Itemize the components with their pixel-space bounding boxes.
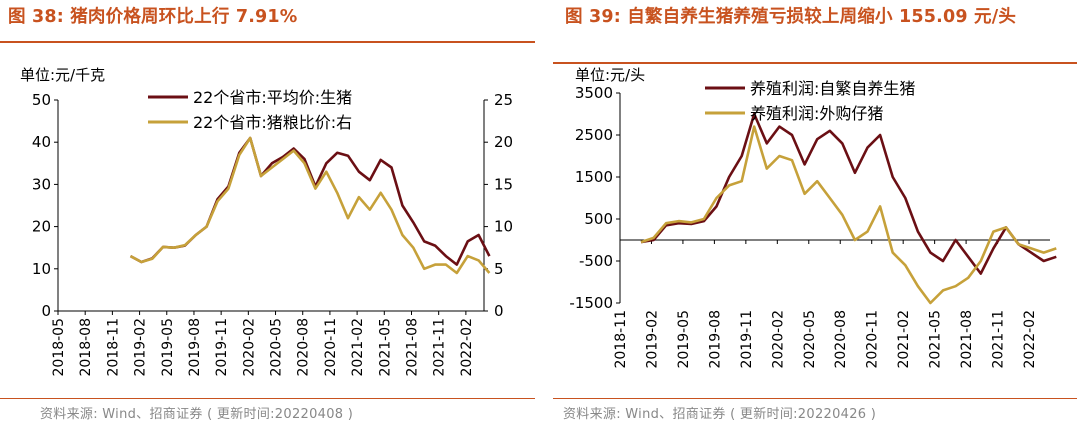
chart-panel-pork-price: 图 38: 猪肉价格周环比上行 7.91% 单位:元/千克 0 10 20 30 40 50… bbox=[0, 0, 535, 440]
x-tick-label: 2019-05 bbox=[676, 310, 692, 369]
title-divider bbox=[0, 41, 535, 43]
y-tick-label-left: 10 bbox=[32, 260, 51, 278]
x-tick-label: 2021-08 bbox=[959, 310, 975, 369]
x-tick-label: 2020-08 bbox=[296, 318, 312, 377]
chart-panel-hog-profit: 图 39: 自繁自养生猪养殖亏损较上周缩小 155.09 元/头 单位:元/头 -… bbox=[545, 0, 1077, 440]
unit-label: 单位:元/头 bbox=[575, 66, 645, 84]
y-tick-label-left: 20 bbox=[32, 218, 51, 236]
x-tick-label: 2021-05 bbox=[377, 318, 393, 377]
y-tick-label-right: 10 bbox=[494, 218, 513, 236]
source-note: 资料来源: Wind、招商证券 ( 更新时间:20220408 ) bbox=[40, 407, 354, 422]
x-tick-label: 2022-02 bbox=[1022, 310, 1038, 369]
y-tick-label-left: 3500 bbox=[575, 84, 613, 102]
x-tick-label: 2020-11 bbox=[323, 318, 339, 377]
x-tick-label: 2019-11 bbox=[214, 318, 230, 377]
x-tick-label: 2018-11 bbox=[105, 318, 121, 377]
x-tick-label: 2020-02 bbox=[241, 318, 257, 377]
y-tick-label-left: 2500 bbox=[575, 126, 613, 144]
title-divider bbox=[553, 62, 1077, 64]
x-tick-label: 2018-11 bbox=[613, 310, 629, 369]
legend-label-1: 22个省市:平均价:生猪 bbox=[193, 88, 352, 107]
x-tick-label: 2020-05 bbox=[269, 318, 285, 377]
source-divider bbox=[553, 398, 1077, 399]
y-tick-label-right: 25 bbox=[494, 91, 513, 109]
y-tick-label-left: 0 bbox=[41, 302, 51, 320]
y-tick-label-right: 5 bbox=[494, 260, 504, 278]
x-tick-label: 2021-02 bbox=[350, 318, 366, 377]
chart-title: 图 39: 自繁自养生猪养殖亏损较上周缩小 155.09 元/头 bbox=[565, 7, 1017, 27]
x-tick-label: 2022-02 bbox=[459, 318, 475, 377]
x-tick-label: 2019-05 bbox=[160, 318, 176, 377]
legend-label-1: 养殖利润:自繁自养生猪 bbox=[750, 79, 915, 98]
y-tick-label-left: 30 bbox=[32, 175, 51, 193]
line-chart-hog-profit: 单位:元/头 -1500 -500 500 1500 2500 3500 2018-11 201… bbox=[569, 66, 1057, 369]
x-tick-label: 2021-11 bbox=[991, 310, 1007, 369]
legend-label-2: 养殖利润:外购仔猪 bbox=[750, 104, 883, 123]
x-tick-label: 2021-08 bbox=[404, 318, 420, 377]
y-tick-label-left: 40 bbox=[32, 133, 51, 151]
y-tick-label-right: 0 bbox=[494, 302, 504, 320]
y-tick-label-left: 500 bbox=[584, 210, 613, 228]
x-tick-label: 2019-02 bbox=[644, 310, 660, 369]
x-tick-label: 2019-11 bbox=[739, 310, 755, 369]
series-line-2 bbox=[640, 125, 1057, 305]
chart-title: 图 38: 猪肉价格周环比上行 7.91% bbox=[8, 7, 298, 27]
x-tick-label: 2020-02 bbox=[770, 310, 786, 369]
y-tick-label-left: 50 bbox=[32, 91, 51, 109]
x-tick-label: 2019-08 bbox=[707, 310, 723, 369]
x-tick-label: 2018-08 bbox=[78, 318, 94, 377]
series-line-1 bbox=[640, 112, 1057, 275]
x-tick-label: 2019-08 bbox=[187, 318, 203, 377]
x-tick-label: 2020-08 bbox=[833, 310, 849, 369]
x-tick-label: 2019-02 bbox=[133, 318, 149, 377]
y-tick-label-left: 1500 bbox=[575, 168, 613, 186]
x-tick-label: 2020-11 bbox=[865, 310, 881, 369]
line-chart-pork-price: 单位:元/千克 0 10 20 30 40 50 0 5 10 15 20 25 2018-05 2018-… bbox=[20, 66, 513, 377]
source-divider bbox=[0, 398, 535, 399]
y-tick-label-left: -1500 bbox=[569, 294, 613, 312]
source-note: 资料来源: Wind、招商证券 ( 更新时间:20220426 ) bbox=[563, 407, 877, 422]
series-line-2 bbox=[129, 136, 491, 275]
legend-label-2: 22个省市:猪粮比价:右 bbox=[193, 113, 352, 132]
x-tick-label: 2021-11 bbox=[432, 318, 448, 377]
x-tick-label: 2020-05 bbox=[802, 310, 818, 369]
unit-label: 单位:元/千克 bbox=[20, 66, 105, 84]
x-tick-label: 2021-05 bbox=[928, 310, 944, 369]
x-tick-label: 2021-02 bbox=[896, 310, 912, 369]
y-tick-label-right: 15 bbox=[494, 175, 513, 193]
y-tick-label-left: -500 bbox=[579, 252, 613, 270]
x-tick-label: 2018-05 bbox=[51, 318, 67, 377]
y-tick-label-right: 20 bbox=[494, 133, 513, 151]
